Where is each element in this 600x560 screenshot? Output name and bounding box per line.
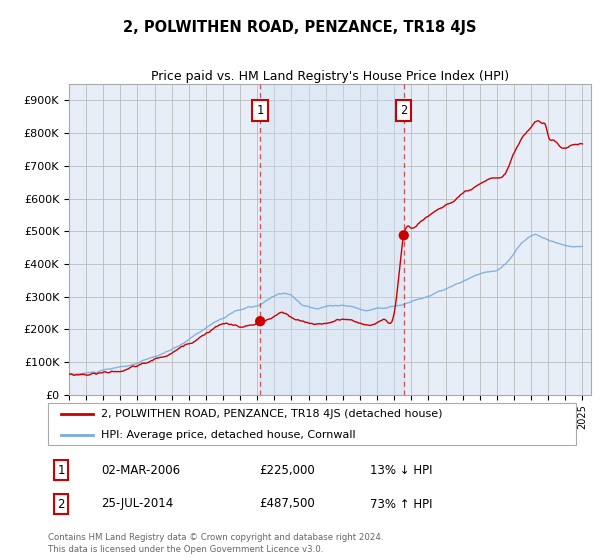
FancyBboxPatch shape bbox=[48, 403, 576, 445]
Text: 2, POLWITHEN ROAD, PENZANCE, TR18 4JS (detached house): 2, POLWITHEN ROAD, PENZANCE, TR18 4JS (d… bbox=[101, 409, 442, 419]
Text: 2, POLWITHEN ROAD, PENZANCE, TR18 4JS: 2, POLWITHEN ROAD, PENZANCE, TR18 4JS bbox=[123, 20, 477, 35]
Bar bbox=[260, 84, 404, 395]
Point bbox=[256, 317, 265, 326]
Point bbox=[399, 231, 409, 240]
Text: 2: 2 bbox=[58, 497, 65, 511]
Text: 73% ↑ HPI: 73% ↑ HPI bbox=[370, 497, 433, 511]
Text: 02-MAR-2006: 02-MAR-2006 bbox=[101, 464, 180, 477]
Text: 13% ↓ HPI: 13% ↓ HPI bbox=[370, 464, 433, 477]
Text: £225,000: £225,000 bbox=[259, 464, 315, 477]
Text: 25-JUL-2014: 25-JUL-2014 bbox=[101, 497, 173, 511]
Text: 1: 1 bbox=[58, 464, 65, 477]
Text: HPI: Average price, detached house, Cornwall: HPI: Average price, detached house, Corn… bbox=[101, 430, 355, 440]
Text: 2: 2 bbox=[400, 104, 407, 116]
Text: Contains HM Land Registry data © Crown copyright and database right 2024.
This d: Contains HM Land Registry data © Crown c… bbox=[48, 533, 383, 554]
Title: Price paid vs. HM Land Registry's House Price Index (HPI): Price paid vs. HM Land Registry's House … bbox=[151, 70, 509, 83]
Text: £487,500: £487,500 bbox=[259, 497, 315, 511]
Text: 1: 1 bbox=[257, 104, 264, 116]
